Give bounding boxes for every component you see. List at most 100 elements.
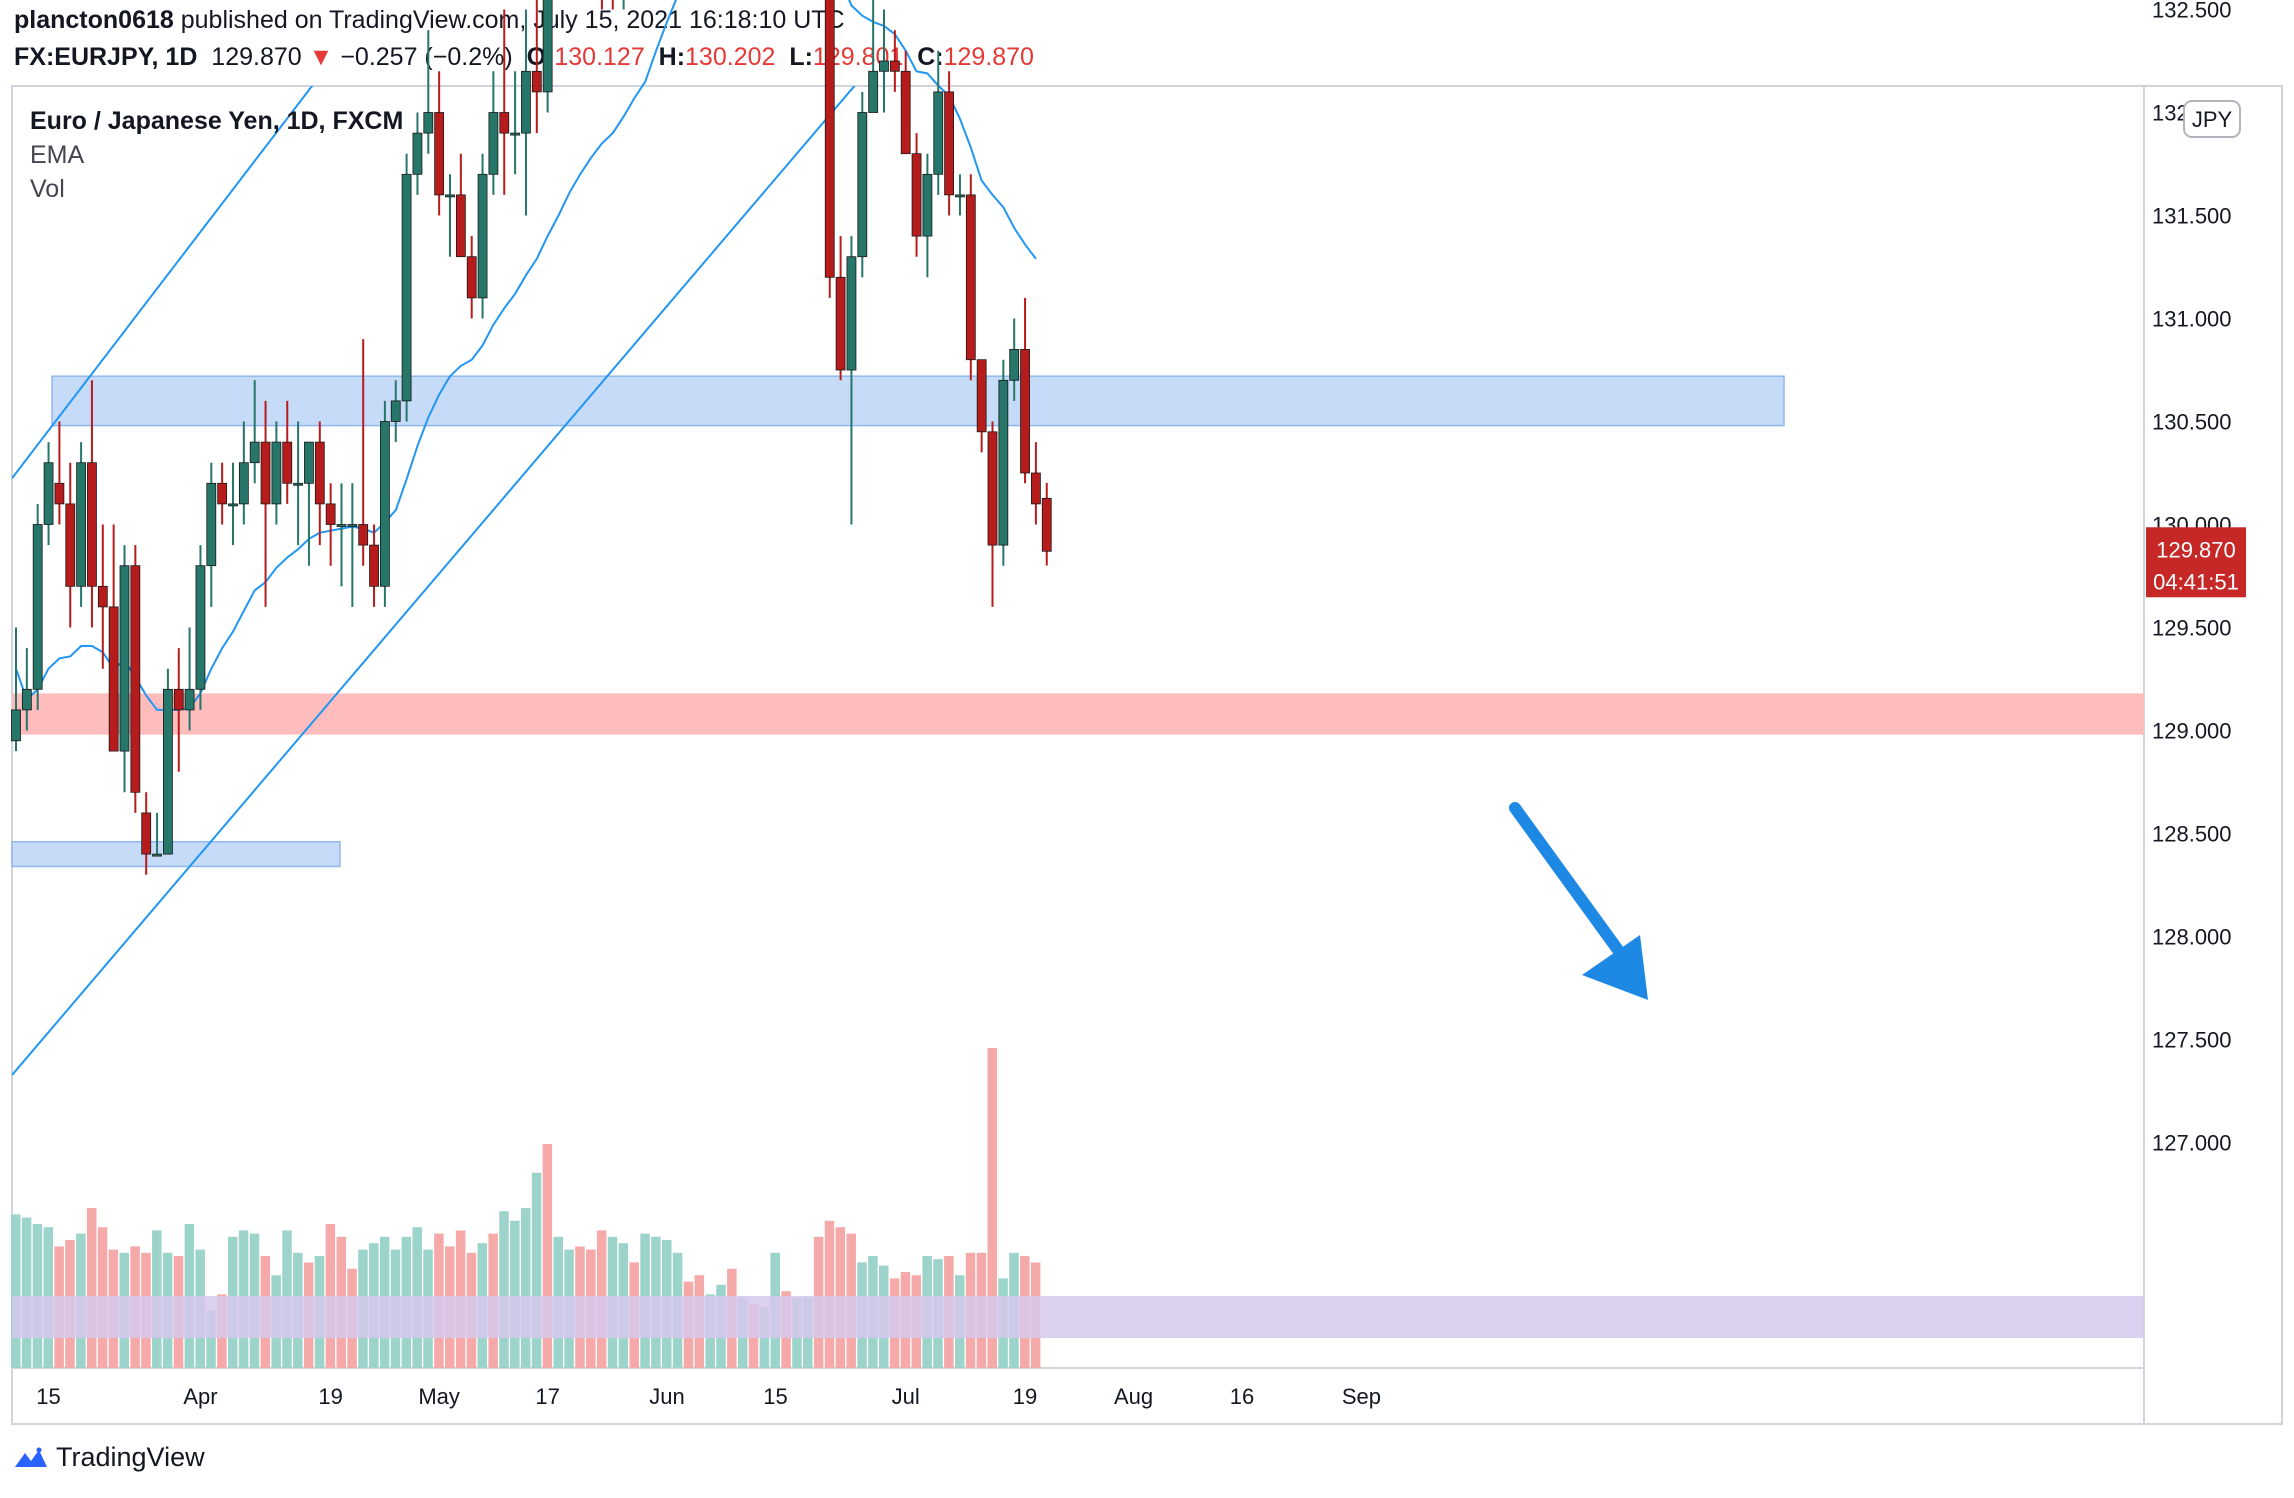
candle[interactable] <box>510 71 521 175</box>
candle[interactable] <box>162 668 173 855</box>
candle[interactable] <box>152 812 162 857</box>
candle[interactable] <box>173 648 184 772</box>
candle[interactable] <box>466 236 477 319</box>
candle[interactable] <box>955 174 965 216</box>
candle[interactable] <box>97 524 108 669</box>
candle-body <box>423 112 434 134</box>
candle[interactable] <box>282 400 293 504</box>
legend-ema[interactable]: EMA <box>30 141 85 169</box>
candle[interactable] <box>43 442 54 546</box>
candle[interactable] <box>249 380 260 484</box>
candle[interactable] <box>130 545 141 813</box>
candle-body <box>1031 472 1041 505</box>
candle[interactable] <box>1041 482 1052 566</box>
candle[interactable] <box>217 462 228 525</box>
legend-title[interactable]: Euro / Japanese Yen, 1D, FXCM <box>30 107 404 135</box>
candle[interactable] <box>108 524 119 752</box>
candle[interactable] <box>445 174 455 257</box>
candle[interactable] <box>922 153 933 278</box>
volume-zone[interactable] <box>12 1296 2144 1338</box>
support-zone[interactable] <box>11 840 341 868</box>
candle[interactable] <box>32 503 43 710</box>
candle[interactable] <box>976 359 987 453</box>
badge-countdown: 04:41:51 <box>2153 569 2239 594</box>
x-tick-label: Sep <box>1342 1384 1381 1409</box>
y-tick-label: 132.500 <box>2152 0 2232 23</box>
candle[interactable] <box>608 0 617 10</box>
candle[interactable] <box>11 627 21 752</box>
candle[interactable] <box>455 153 466 258</box>
candle[interactable] <box>846 236 857 525</box>
candle[interactable] <box>347 483 358 607</box>
candle[interactable] <box>271 421 282 525</box>
candle[interactable] <box>965 174 976 381</box>
candle[interactable] <box>619 0 628 10</box>
candle[interactable] <box>336 483 347 587</box>
candle-body <box>195 565 206 690</box>
candle[interactable] <box>998 359 1009 566</box>
candle-body <box>933 91 944 175</box>
candle[interactable] <box>531 0 542 134</box>
candle[interactable] <box>542 0 553 113</box>
channel-upper-line[interactable] <box>12 0 1240 479</box>
candle[interactable] <box>293 421 304 546</box>
volume-bar <box>520 1208 531 1368</box>
candle[interactable] <box>521 9 531 216</box>
candle[interactable] <box>835 236 846 381</box>
resistance-zone[interactable] <box>51 375 1785 427</box>
candle-body <box>868 70 879 113</box>
candle[interactable] <box>597 0 606 10</box>
candle[interactable] <box>868 0 879 113</box>
candle[interactable] <box>119 545 130 793</box>
candle[interactable] <box>369 524 379 607</box>
legend-vol[interactable]: Vol <box>30 175 65 203</box>
candle[interactable] <box>1020 297 1030 484</box>
candle[interactable] <box>987 421 998 607</box>
candle[interactable] <box>434 71 445 216</box>
candle[interactable] <box>488 71 499 195</box>
candle[interactable] <box>21 648 32 731</box>
candle[interactable] <box>933 50 944 195</box>
candle[interactable] <box>390 380 401 443</box>
candle[interactable] <box>260 400 271 607</box>
target-arrow[interactable] <box>1509 802 1648 1000</box>
candle[interactable] <box>54 421 65 525</box>
author-name[interactable]: plancton0618 <box>14 6 174 34</box>
candle[interactable] <box>499 9 510 195</box>
channel-lower-line[interactable] <box>12 0 1562 1076</box>
target-zone[interactable] <box>12 693 2144 735</box>
tradingview-brand[interactable]: TradingView <box>56 1442 205 1472</box>
candle[interactable] <box>879 9 889 113</box>
currency-button[interactable]: JPY <box>2183 100 2241 138</box>
candle[interactable] <box>304 441 314 566</box>
candle[interactable] <box>944 71 954 216</box>
candle[interactable] <box>379 400 390 607</box>
candle[interactable] <box>423 30 434 154</box>
candle[interactable] <box>184 627 195 731</box>
candle[interactable] <box>238 421 249 525</box>
candle[interactable] <box>141 792 152 875</box>
candle[interactable] <box>314 421 325 546</box>
candle[interactable] <box>325 483 336 566</box>
candle[interactable] <box>857 91 868 278</box>
candle[interactable] <box>206 462 217 607</box>
candle-body <box>249 441 260 464</box>
candle[interactable] <box>401 153 412 422</box>
candle[interactable] <box>1009 318 1020 401</box>
candle[interactable] <box>195 545 206 710</box>
candle[interactable] <box>1031 442 1041 525</box>
candle[interactable] <box>900 50 911 155</box>
y-tick-label: 130.500 <box>2152 410 2232 435</box>
candle[interactable] <box>76 442 86 607</box>
candle[interactable] <box>228 462 238 546</box>
candle[interactable] <box>358 339 369 566</box>
candle-body <box>1009 348 1020 381</box>
candle[interactable] <box>87 380 97 628</box>
candle[interactable] <box>65 462 76 628</box>
candle[interactable] <box>477 153 488 319</box>
candle[interactable] <box>911 133 922 257</box>
candle[interactable] <box>824 0 835 298</box>
candle[interactable] <box>412 112 423 195</box>
candle[interactable] <box>889 30 900 92</box>
